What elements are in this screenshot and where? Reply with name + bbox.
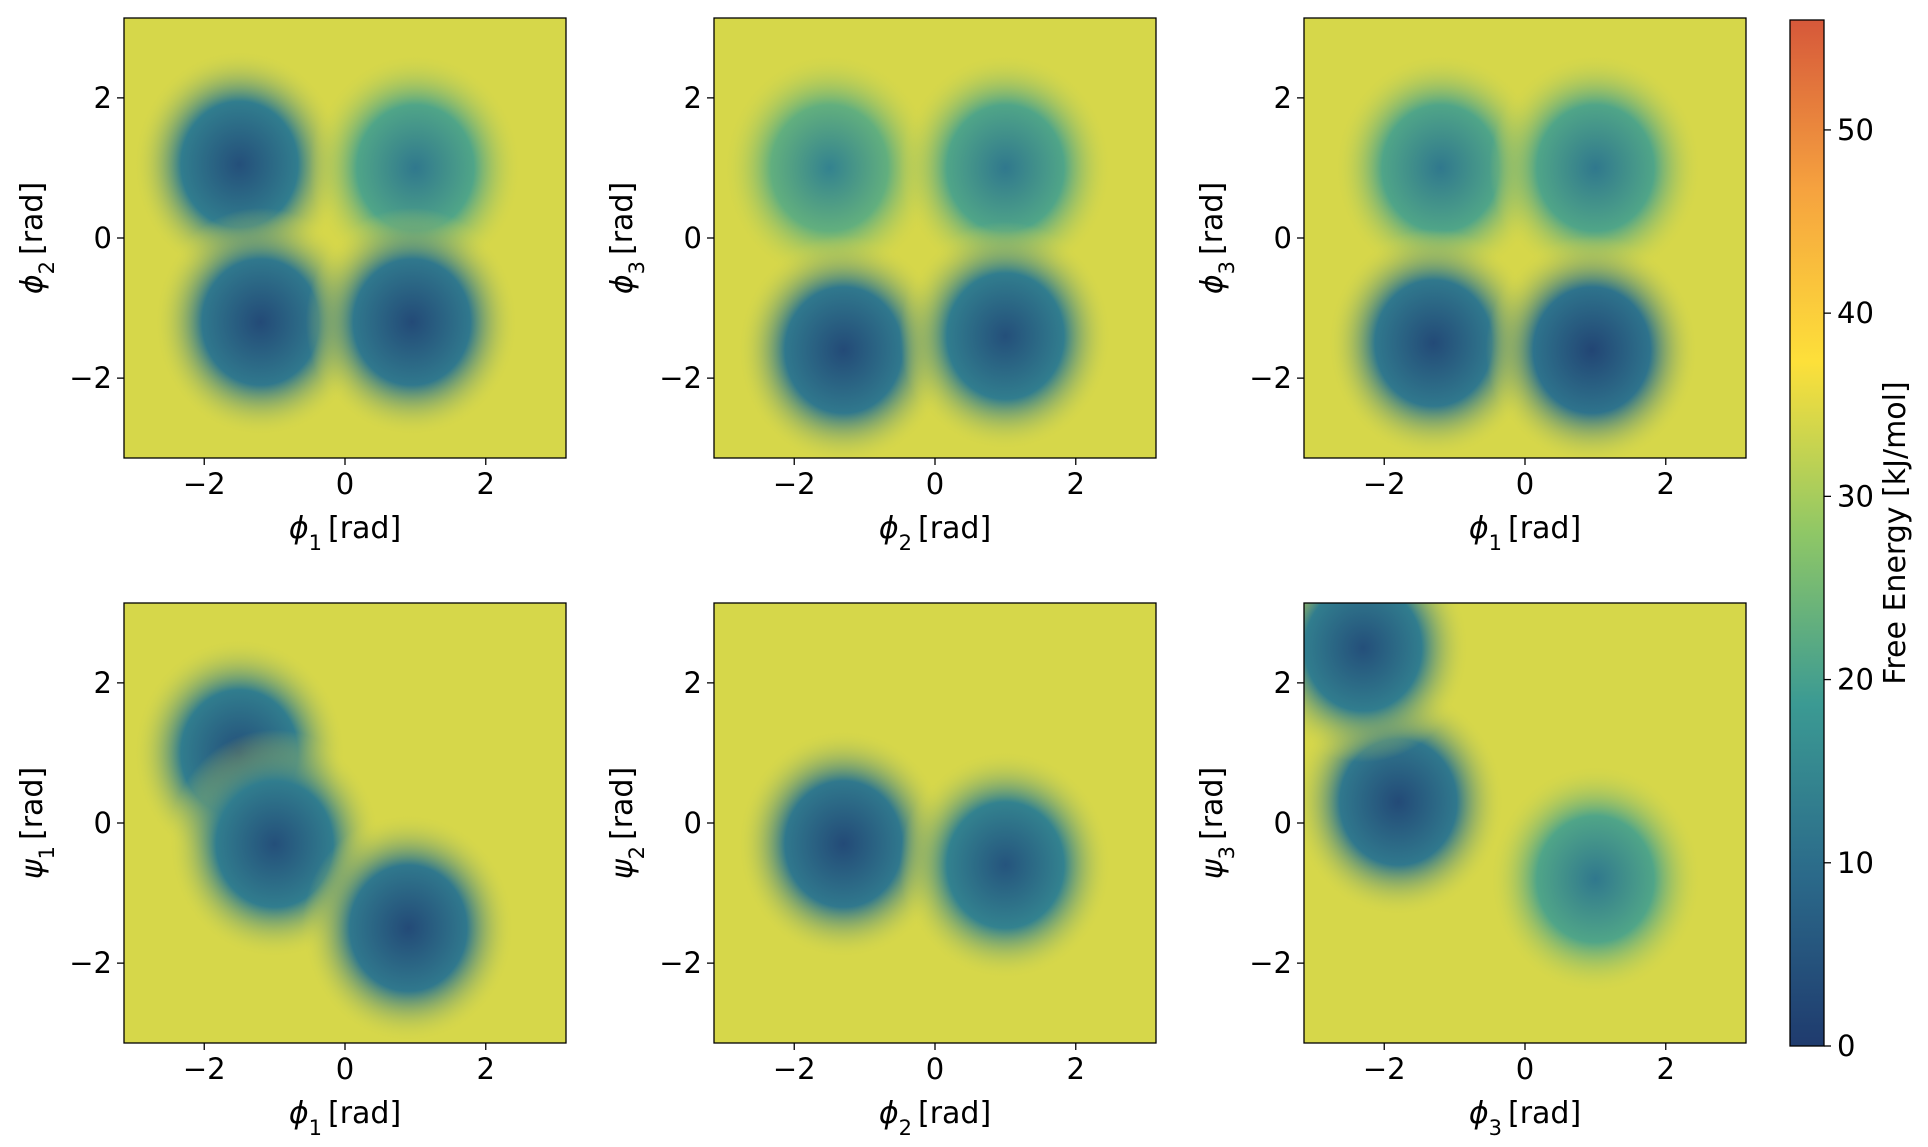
colorbar-tick-label: 30 [1837, 479, 1874, 513]
y-tick-label: 0 [1274, 221, 1292, 255]
energy-minimum [899, 750, 1112, 980]
energy-minimum [1304, 603, 1470, 763]
x-tick-label: 2 [1657, 1052, 1675, 1086]
colorbar: 0 10 20 30 40 50 Free Energy [kJ/mol] [1789, 19, 1913, 1063]
y-tick-label: −2 [1249, 946, 1292, 980]
x-tick-label: −2 [1363, 1052, 1406, 1086]
energy-minimum [1327, 228, 1540, 458]
y-tick-label: −2 [1249, 361, 1292, 395]
x-tick-label: −2 [1363, 467, 1406, 501]
y-tick-label: −2 [659, 361, 702, 395]
heatmap-field [714, 18, 1156, 458]
panel-6: −2 0 2 −2 0 2 ϕ3 [rad] ψ3[rad] [1195, 602, 1747, 1140]
energy-minimum [302, 813, 515, 1043]
x-tick-label: 2 [477, 1052, 495, 1086]
y-axis-label: ϕ3[rad] [1195, 182, 1239, 294]
energy-minimum [899, 221, 1112, 451]
colorbar-tick-label: 10 [1837, 846, 1874, 880]
energy-minimum [1489, 53, 1702, 283]
x-tick-label: 0 [336, 467, 354, 501]
y-tick-label: 0 [684, 221, 702, 255]
y-tick-label: 2 [1274, 666, 1292, 700]
x-tick-label: 0 [336, 1052, 354, 1086]
x-tick-label: −2 [773, 1052, 816, 1086]
x-axis-label: ϕ1 [rad] [289, 511, 401, 555]
energy-minimum [723, 53, 936, 283]
y-tick-label: 0 [94, 806, 112, 840]
x-axis-label: ϕ1 [rad] [1469, 511, 1581, 555]
y-tick-label: 0 [94, 221, 112, 255]
y-tick-label: −2 [69, 361, 112, 395]
y-tick-label: −2 [69, 946, 112, 980]
y-tick-label: 2 [684, 81, 702, 115]
colorbar-tick-label: 0 [1837, 1029, 1855, 1063]
colorbar-label: Free Energy [kJ/mol] [1878, 381, 1913, 684]
x-axis-label: ϕ3 [rad] [1469, 1096, 1581, 1140]
energy-minimum [1489, 764, 1702, 994]
x-tick-label: −2 [183, 467, 226, 501]
x-tick-label: 0 [1516, 1052, 1534, 1086]
colorbar-tick-label: 20 [1837, 663, 1874, 697]
x-tick-label: 0 [926, 1052, 944, 1086]
y-axis-label: ϕ2[rad] [15, 182, 59, 294]
energy-minimum [1485, 235, 1698, 458]
energy-minimum [899, 53, 1112, 283]
y-tick-label: 2 [94, 81, 112, 115]
energy-minimum [305, 207, 518, 437]
x-tick-label: −2 [183, 1052, 226, 1086]
y-axis-label: ψ2[rad] [605, 767, 649, 879]
x-tick-label: 0 [926, 467, 944, 501]
y-tick-label: 0 [684, 806, 702, 840]
y-tick-label: 2 [94, 666, 112, 700]
panel-3: −2 0 2 −2 0 2 ϕ1 [rad] ϕ3[rad] [1195, 17, 1747, 555]
x-axis-label: ϕ1 [rad] [289, 1096, 401, 1140]
heatmap-field [1304, 18, 1746, 458]
panel-4: −2 0 2 −2 0 2 ϕ1 [rad] ψ1[rad] [15, 602, 567, 1140]
x-tick-label: −2 [773, 467, 816, 501]
heatmap-field [1304, 603, 1746, 1043]
y-tick-label: 2 [1274, 81, 1292, 115]
panel-2: −2 0 2 −2 0 2 ϕ2 [rad] ϕ3[rad] [605, 17, 1157, 555]
energy-minimum [737, 235, 950, 458]
energy-minimum [1334, 53, 1547, 283]
heatmap-panels: −2 0 2 −2 0 2 ϕ1 [rad] ϕ2[rad] −2 0 2 −2 0 2 ϕ2 [rad] ϕ3[… [15, 17, 1747, 1140]
y-axis-label: ψ1[rad] [15, 767, 59, 879]
y-axis-label: ϕ3[rad] [605, 182, 649, 294]
y-tick-label: −2 [659, 946, 702, 980]
x-tick-label: 0 [1516, 467, 1534, 501]
x-tick-label: 2 [1067, 1052, 1085, 1086]
colorbar-tick-label: 40 [1837, 296, 1874, 330]
heatmap-field [124, 603, 566, 1043]
x-axis-label: ϕ2 [rad] [879, 1096, 991, 1140]
heatmap-field [714, 603, 1156, 1043]
energy-minimum [737, 729, 950, 959]
panel-1: −2 0 2 −2 0 2 ϕ1 [rad] ϕ2[rad] [15, 17, 567, 555]
colorbar-tick-label: 50 [1837, 113, 1874, 147]
x-tick-label: 2 [1657, 467, 1675, 501]
x-tick-label: 2 [1067, 467, 1085, 501]
x-tick-label: 2 [477, 467, 495, 501]
y-tick-label: 0 [1274, 806, 1292, 840]
energy-minimum [154, 207, 367, 437]
y-tick-label: 2 [684, 666, 702, 700]
panel-5: −2 0 2 −2 0 2 ϕ2 [rad] ψ2[rad] [605, 602, 1157, 1140]
x-axis-label: ϕ2 [rad] [879, 511, 991, 555]
y-axis-label: ψ3[rad] [1195, 767, 1239, 879]
heatmap-field [124, 18, 566, 458]
colorbar-gradient [1789, 19, 1825, 1047]
